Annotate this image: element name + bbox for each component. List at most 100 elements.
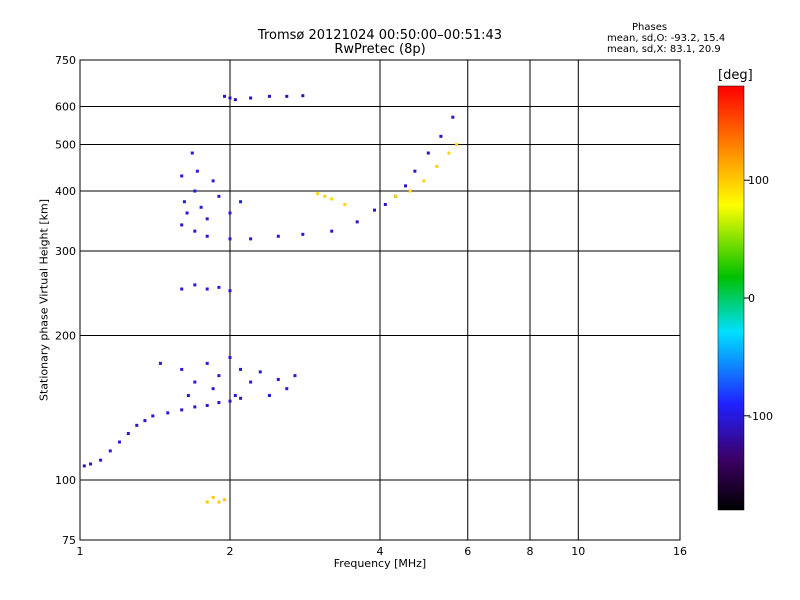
data-point — [126, 432, 130, 436]
data-point — [180, 408, 184, 412]
data-point — [205, 361, 209, 365]
y-tick-label: 400 — [55, 185, 76, 198]
data-point — [435, 164, 439, 168]
data-point — [239, 367, 243, 371]
data-point — [151, 414, 155, 418]
data-point — [193, 189, 197, 193]
data-point — [413, 169, 417, 173]
data-point — [205, 500, 209, 504]
data-point — [117, 440, 121, 444]
colorbar — [717, 85, 745, 511]
stats-x-line: mean, sd,X: 83.1, 20.9 — [607, 44, 721, 55]
data-point — [316, 192, 320, 196]
data-point — [180, 174, 184, 178]
data-point — [355, 220, 359, 224]
data-point — [285, 94, 289, 98]
data-point — [455, 143, 459, 147]
data-point — [217, 500, 221, 504]
data-point — [233, 394, 237, 398]
data-point — [193, 229, 197, 233]
x-tick-label: 1 — [77, 545, 84, 558]
data-point — [330, 197, 334, 201]
plot-frame — [79, 59, 681, 541]
data-point — [383, 202, 387, 206]
data-point — [228, 355, 232, 359]
data-point — [211, 387, 215, 391]
x-tick-label: 2 — [227, 545, 234, 558]
x-axis-ticks: 1 2 4 6 8 10 16 — [77, 545, 688, 558]
stats-o-line: mean, sd,O: -93.2, 15.4 — [607, 33, 726, 44]
data-point — [211, 495, 215, 499]
data-point — [193, 405, 197, 409]
data-point — [217, 374, 221, 378]
data-point — [199, 205, 203, 209]
x-tick-label: 6 — [464, 545, 471, 558]
data-point — [180, 367, 184, 371]
data-point — [217, 285, 221, 289]
chart-grid — [80, 60, 680, 540]
y-tick-label: 75 — [62, 534, 76, 547]
data-point — [186, 394, 190, 398]
data-point — [267, 94, 271, 98]
x-tick-label: 10 — [571, 545, 585, 558]
data-point — [180, 287, 184, 291]
data-point — [276, 234, 280, 238]
data-point — [249, 96, 253, 100]
data-point — [233, 98, 237, 102]
data-point — [422, 179, 426, 183]
data-point — [323, 194, 327, 198]
colorbar-unit-label: [deg] — [718, 68, 753, 83]
data-point — [293, 374, 297, 378]
y-tick-label: 600 — [55, 101, 76, 114]
data-point — [180, 223, 184, 227]
y-tick-label: 100 — [55, 474, 76, 487]
data-point — [451, 115, 455, 119]
data-point — [108, 449, 112, 453]
chart-points — [82, 94, 459, 504]
data-point — [228, 237, 232, 241]
data-point — [249, 380, 253, 384]
data-point — [330, 229, 334, 233]
data-point — [373, 208, 377, 212]
colorbar-ticks: 100 0 -100 — [744, 174, 773, 423]
data-point — [195, 169, 199, 173]
data-point — [223, 498, 227, 502]
data-point — [301, 232, 305, 236]
data-point — [217, 194, 221, 198]
data-point — [258, 370, 262, 374]
chart-subtitle: RwPretec (8p) — [334, 42, 426, 57]
x-tick-label: 16 — [673, 545, 687, 558]
data-point — [143, 419, 147, 423]
data-point — [239, 200, 243, 204]
data-point — [205, 403, 209, 407]
data-point — [228, 289, 232, 293]
data-point — [403, 184, 407, 188]
data-point — [211, 179, 215, 183]
data-point — [193, 380, 197, 384]
data-point — [205, 287, 209, 291]
data-point — [267, 394, 271, 398]
data-point — [239, 396, 243, 400]
data-point — [89, 462, 93, 466]
y-tick-label: 500 — [55, 139, 76, 152]
data-point — [426, 151, 430, 155]
data-point — [193, 283, 197, 287]
data-point — [166, 411, 170, 415]
y-axis-label: Stationary phase Virtual Height [km] — [37, 198, 51, 402]
data-point — [228, 96, 232, 100]
data-point — [182, 200, 186, 204]
y-tick-label: 300 — [55, 245, 76, 258]
data-point — [158, 361, 162, 365]
data-point — [228, 399, 232, 403]
data-point — [301, 94, 305, 98]
data-point — [228, 211, 232, 215]
data-point — [205, 217, 209, 221]
data-point — [217, 401, 221, 405]
data-point — [99, 458, 103, 462]
data-point — [276, 377, 280, 381]
colorbar-tick-label: 100 — [748, 174, 769, 187]
data-point — [135, 423, 139, 427]
data-point — [343, 202, 347, 206]
data-point — [408, 189, 412, 193]
